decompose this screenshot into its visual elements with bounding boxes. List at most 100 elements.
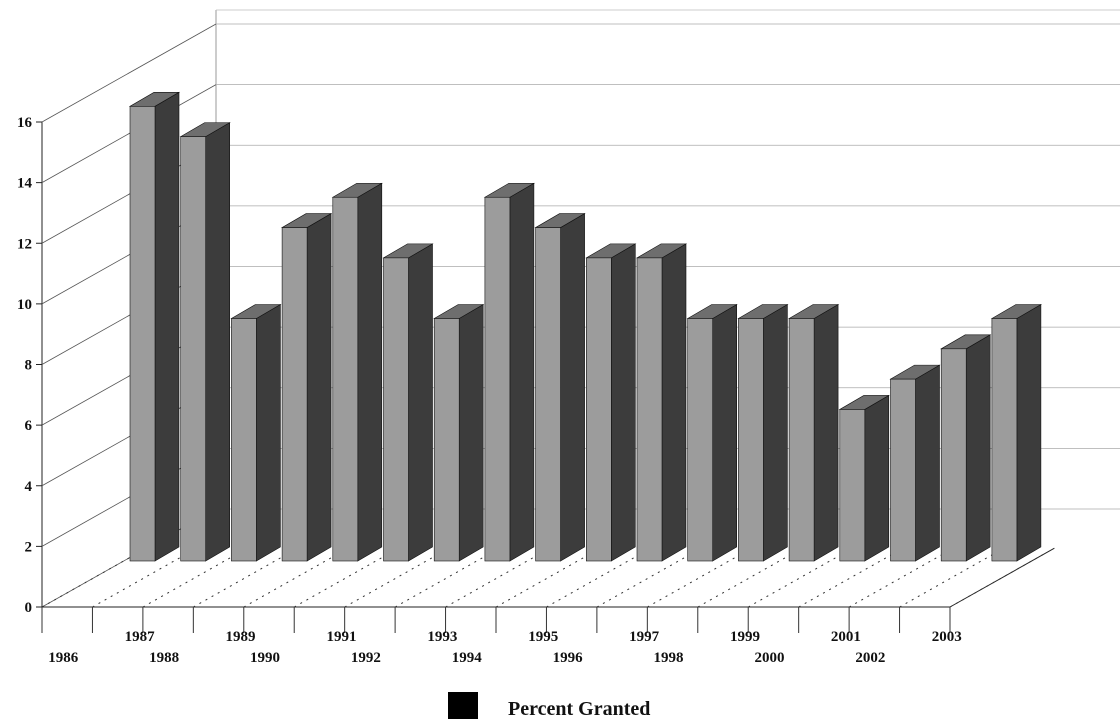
y-tick-label: 8 — [25, 358, 33, 374]
floor-dotted-line — [647, 552, 744, 608]
y-tick-label: 4 — [25, 479, 33, 495]
bar-front — [433, 318, 460, 562]
bar-front — [788, 318, 815, 562]
bar-front — [484, 196, 511, 562]
bar-front — [636, 257, 663, 562]
bar-front — [281, 227, 308, 562]
bar-side — [458, 303, 484, 562]
y-tick-label: 16 — [17, 115, 33, 131]
bar — [635, 243, 688, 562]
floor-dotted-line — [394, 552, 492, 608]
floor-dotted-line — [747, 552, 845, 608]
legend-label: Percent Granted — [508, 698, 650, 719]
bar — [686, 303, 738, 562]
x-tick-label: 1996 — [553, 650, 584, 666]
bar — [280, 213, 333, 562]
x-tick-label: 1995 — [528, 629, 558, 645]
floor-dotted-line — [445, 552, 542, 608]
y-tick-label: 2 — [25, 539, 33, 555]
bar — [331, 182, 383, 562]
floor-dotted-line — [243, 552, 340, 608]
bar — [889, 364, 941, 562]
x-tick-label: 1997 — [629, 629, 660, 645]
bar — [534, 213, 586, 562]
bar-side — [864, 394, 890, 562]
x-tick-label: 1998 — [654, 650, 684, 666]
bar — [179, 122, 231, 562]
bar-front — [383, 257, 409, 562]
gridline-diagonal — [41, 23, 217, 123]
bar-side — [813, 303, 839, 562]
x-tick-label: 1992 — [351, 650, 381, 666]
x-tick-label: 1990 — [250, 650, 280, 666]
floor-dotted-line — [596, 552, 693, 608]
x-axis: 1986 1987 1988 1989 1990 1991 1992 1993 1994 1995… — [41, 607, 962, 666]
bar — [787, 303, 840, 562]
bar-side — [256, 303, 281, 562]
bar — [433, 303, 485, 562]
x-tick-label: 1989 — [226, 629, 256, 645]
x-tick-label: 2003 — [932, 629, 962, 645]
y-tick-label: 0 — [25, 600, 33, 616]
y-tick-label: 6 — [25, 418, 33, 434]
gridline-diagonal — [41, 84, 217, 183]
bar-side — [965, 334, 991, 562]
floor-dotted-line — [697, 552, 794, 608]
bar — [838, 394, 890, 562]
x-tick-label: 1999 — [730, 629, 760, 645]
floor-dotted-line — [899, 552, 996, 608]
bar — [990, 303, 1043, 562]
bars — [128, 91, 1043, 562]
legend: Percent Granted — [448, 692, 650, 719]
bar-front — [890, 378, 916, 562]
bar-side — [915, 364, 940, 562]
y-axis: 0 2 4 6 8 10 12 14 16 — [17, 115, 42, 616]
legend-swatch — [448, 692, 478, 719]
bar — [585, 243, 637, 562]
x-tick-label: 1988 — [149, 650, 179, 666]
bar-side — [610, 243, 636, 562]
bar-front — [738, 318, 764, 562]
x-tick-label: 1987 — [125, 629, 156, 645]
x-tick-label: 1991 — [326, 629, 356, 645]
floor-dotted-line — [546, 552, 643, 608]
floor-dotted-line — [142, 552, 239, 608]
bar-front — [231, 318, 257, 562]
bar-side — [712, 303, 738, 562]
x-tick-label: 1993 — [427, 629, 457, 645]
bar-front — [687, 318, 714, 562]
bar-side — [509, 182, 535, 562]
floor-dotted-line — [495, 552, 592, 608]
bar-side — [154, 91, 180, 562]
x-tick-label: 2002 — [855, 650, 885, 666]
x-tick-label: 2000 — [754, 650, 784, 666]
bar-side — [357, 182, 383, 562]
bar-front — [839, 409, 866, 562]
bar-front — [535, 227, 561, 562]
bar-front — [585, 257, 612, 562]
floor-dotted-line — [92, 552, 189, 608]
bar-front — [332, 196, 359, 562]
bar — [382, 243, 434, 562]
floor-dotted-line — [949, 552, 1046, 608]
bar-front — [940, 348, 967, 562]
bar — [737, 303, 789, 562]
x-tick-label: 1986 — [48, 650, 79, 666]
y-tick-label: 14 — [17, 176, 33, 192]
bar-side — [306, 213, 332, 562]
bar-front — [129, 106, 156, 562]
floor-dotted-line — [798, 552, 895, 608]
bar-side — [205, 122, 230, 562]
bar — [128, 91, 181, 562]
bar-side — [408, 243, 433, 562]
bar — [230, 303, 282, 562]
bar — [483, 182, 536, 562]
floor-dotted-line — [344, 552, 441, 608]
bar-front — [180, 136, 206, 562]
y-tick-label: 10 — [17, 297, 32, 313]
bar — [940, 334, 992, 562]
floor-dotted-line — [848, 552, 946, 608]
bar-side — [661, 243, 687, 562]
floor-dotted-line — [41, 552, 138, 608]
